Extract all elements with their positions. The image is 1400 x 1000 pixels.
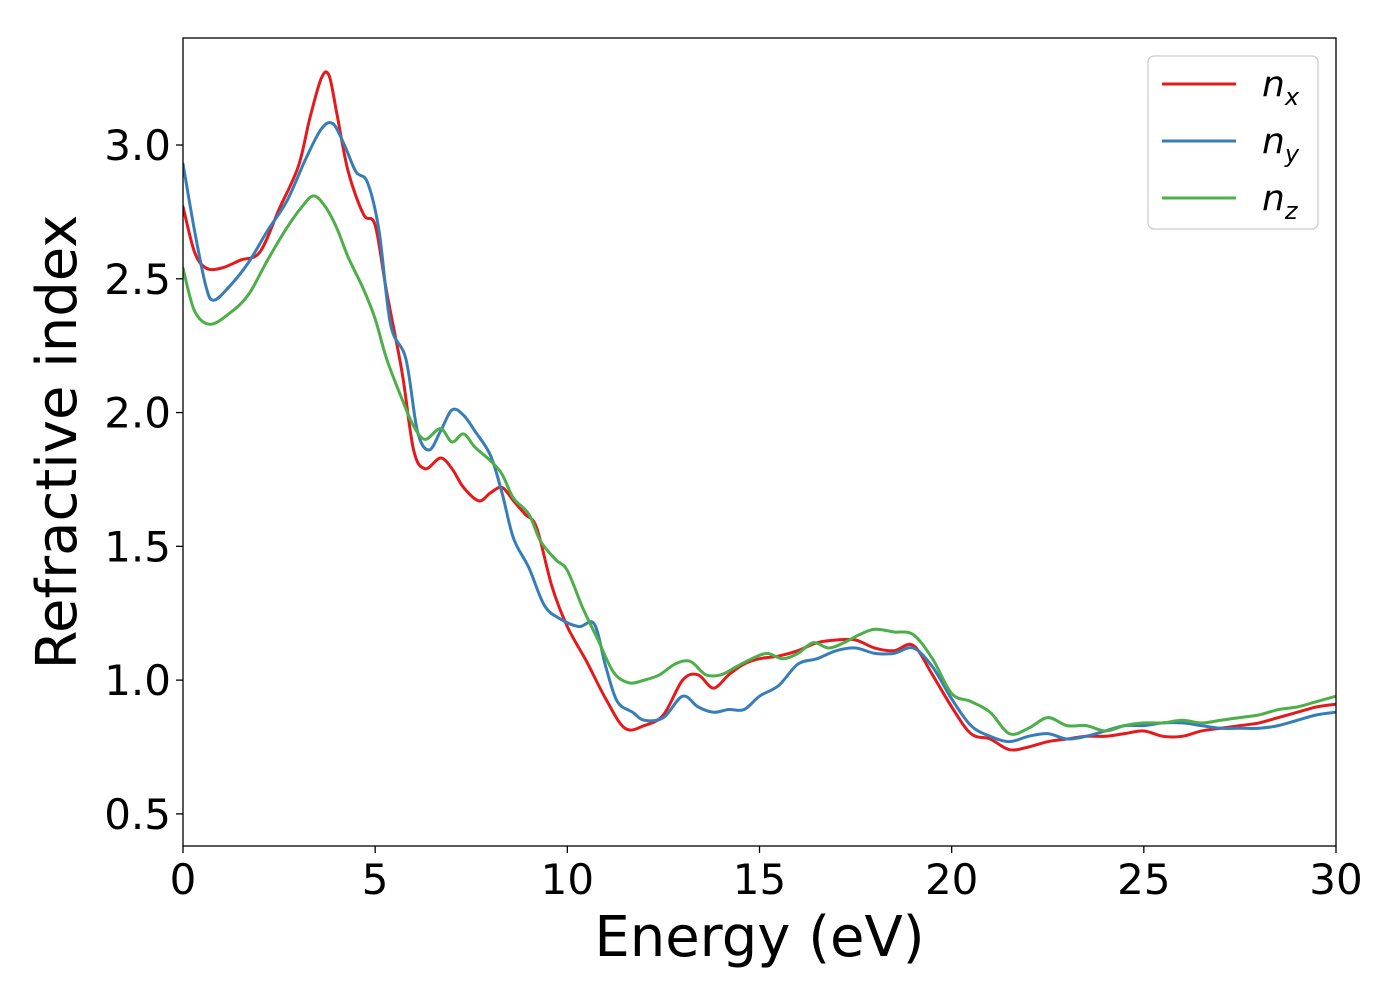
x-tick-label: 0 bbox=[170, 855, 197, 904]
series-line-x bbox=[183, 70, 1336, 752]
y-axis: 0.5 1.0 1.5 2.0 2.5 3.0 bbox=[104, 121, 183, 839]
series-layer bbox=[183, 70, 1336, 752]
x-axis-label: Energy (eV) bbox=[594, 905, 924, 970]
x-tick-label: 30 bbox=[1309, 855, 1362, 904]
x-axis: 0 5 10 15 20 25 30 bbox=[170, 846, 1363, 904]
x-tick-label: 25 bbox=[1117, 855, 1170, 904]
y-tick-label: 2.0 bbox=[104, 389, 171, 438]
y-tick-label: 2.5 bbox=[104, 255, 171, 304]
y-tick-label: 1.5 bbox=[104, 522, 171, 571]
x-tick-label: 10 bbox=[541, 855, 594, 904]
series-line-z bbox=[183, 194, 1336, 736]
x-tick-label: 15 bbox=[733, 855, 786, 904]
y-tick-label: 1.0 bbox=[104, 656, 171, 705]
x-tick-label: 20 bbox=[925, 855, 978, 904]
y-tick-label: 3.0 bbox=[104, 121, 171, 170]
y-axis-label: Refractive index bbox=[25, 215, 90, 670]
y-tick-label: 0.5 bbox=[104, 790, 171, 839]
x-tick-label: 5 bbox=[362, 855, 389, 904]
